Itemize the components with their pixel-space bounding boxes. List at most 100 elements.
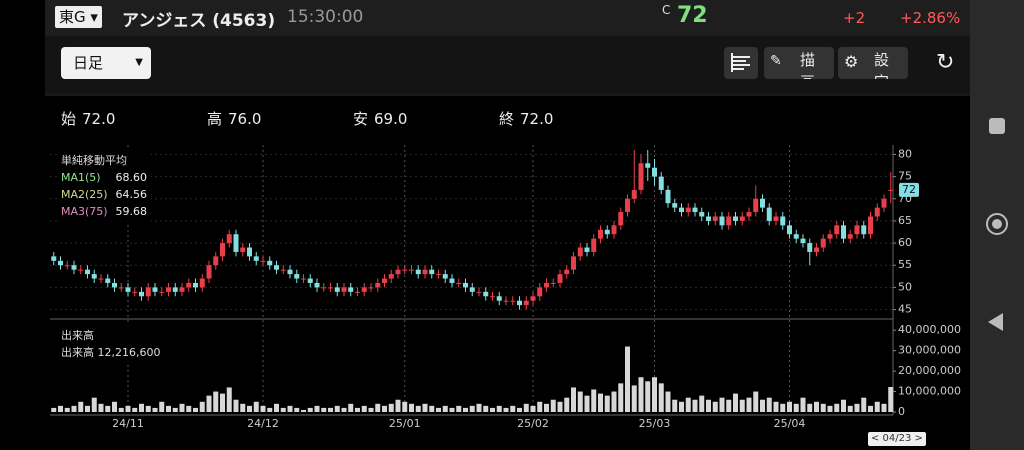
candle-body xyxy=(463,282,468,288)
candle-body xyxy=(118,287,124,289)
candle-body xyxy=(98,278,104,280)
volume-bar xyxy=(733,393,738,412)
candle-body xyxy=(415,269,421,275)
candle-body xyxy=(422,269,428,275)
volume-bar xyxy=(591,389,597,412)
candle-body xyxy=(436,274,441,276)
volume-bar xyxy=(658,383,664,412)
candle-body xyxy=(307,278,313,283)
draw-button[interactable]: ✎描画 xyxy=(764,47,834,79)
volume-bar xyxy=(598,393,603,412)
volume-bar xyxy=(706,399,711,412)
y-tick-label: 80 xyxy=(898,147,912,160)
volume-bar xyxy=(328,407,333,412)
volume-bar xyxy=(476,403,482,412)
volume-bar xyxy=(584,395,590,412)
settings-button[interactable]: ⚙設定 xyxy=(838,47,908,79)
candle-body xyxy=(571,256,576,270)
volume-bar xyxy=(699,395,705,412)
volume-bar xyxy=(868,405,873,412)
ma-legend: 単純移動平均 MA1(5) 68.60 MA2(25) 64.56 MA3(75) 59.… xyxy=(57,150,151,222)
candle-body xyxy=(334,287,340,292)
x-tick-label: 25/02 xyxy=(517,417,549,430)
volume-bar xyxy=(287,405,293,412)
header-bar xyxy=(45,0,970,36)
y-tick-label: 20,000,000 xyxy=(898,364,961,377)
indicator-button[interactable] xyxy=(724,47,758,79)
candle-body xyxy=(287,269,293,275)
candle-body xyxy=(301,278,306,280)
volume-bar xyxy=(233,399,239,412)
volume-bar xyxy=(760,399,765,412)
candle-body xyxy=(598,229,603,239)
candle-body xyxy=(382,278,387,283)
y-tick-label: 45 xyxy=(898,303,912,316)
refresh-button[interactable]: ↻ xyxy=(936,50,955,75)
volume-bar xyxy=(672,399,678,412)
change: +2 xyxy=(843,9,866,27)
volume-bar xyxy=(361,405,367,412)
candle-body xyxy=(294,274,300,279)
candle-body xyxy=(199,278,205,288)
volume-bar xyxy=(874,401,880,412)
volume-bar xyxy=(503,407,509,412)
volume-bar xyxy=(463,407,468,412)
candle-body xyxy=(854,225,860,235)
volume-bar xyxy=(118,407,124,412)
candle-body xyxy=(341,287,347,292)
candle-body xyxy=(442,274,448,279)
candle-body xyxy=(800,238,806,244)
candle-body xyxy=(152,287,158,292)
ohlc-label: 高 xyxy=(207,110,223,128)
price-tag-label: 72 xyxy=(902,183,916,196)
candle-body xyxy=(166,287,171,292)
volume-bar xyxy=(449,407,455,412)
volume-bar xyxy=(652,377,657,412)
ohlc-item: 高 76.0 xyxy=(207,108,353,129)
candle-body xyxy=(638,163,644,190)
y-tick-label: 75 xyxy=(898,170,912,183)
home-button[interactable] xyxy=(986,213,1008,235)
volume-bar xyxy=(712,401,718,412)
candle-body xyxy=(780,216,786,226)
candle-body xyxy=(429,269,435,275)
volume-bar xyxy=(314,405,320,412)
ohlc-item: 終 72.0 xyxy=(499,108,645,129)
candle-body xyxy=(652,167,657,177)
volume-bar xyxy=(679,401,684,412)
volume-bar xyxy=(604,395,610,412)
volume-bar xyxy=(544,403,549,412)
candle-body xyxy=(706,216,711,221)
volume-bar xyxy=(841,399,846,412)
stock-name: アンジェス (4563) xyxy=(122,11,276,31)
y-tick-label: 50 xyxy=(898,280,912,293)
candle-body xyxy=(71,265,77,270)
ohlc-value: 69.0 xyxy=(374,110,408,128)
volume-bar xyxy=(402,401,408,412)
candle-body xyxy=(510,300,516,302)
candle-body xyxy=(618,212,624,226)
back-button[interactable] xyxy=(988,313,1003,331)
volume-bar xyxy=(71,405,77,412)
candle-body xyxy=(746,212,752,217)
volume-bar xyxy=(780,403,786,412)
volume-bar xyxy=(625,346,630,412)
candle-body xyxy=(726,216,732,226)
volume-bar xyxy=(827,405,833,412)
candle-body xyxy=(402,269,408,271)
volume-bar xyxy=(638,377,644,412)
candle-body xyxy=(483,291,489,297)
candle-body xyxy=(868,216,873,235)
period-select[interactable]: 日足 ▼ xyxy=(61,47,151,79)
candle-body xyxy=(132,291,138,293)
exchange-select[interactable]: 東G ▾ xyxy=(55,6,102,28)
cursor-date[interactable]: < 04/23 > xyxy=(868,432,926,446)
candle-body xyxy=(159,291,165,293)
price: 72 xyxy=(677,3,708,28)
candle-body xyxy=(604,229,610,235)
candle-body xyxy=(814,247,819,252)
candle-body xyxy=(503,300,509,302)
volume-bar xyxy=(739,399,745,412)
recent-button[interactable] xyxy=(989,118,1005,134)
